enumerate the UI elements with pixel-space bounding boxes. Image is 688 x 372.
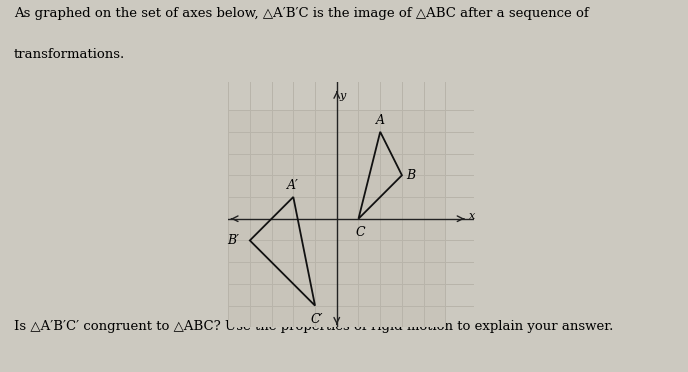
- Text: y: y: [339, 90, 345, 100]
- Bar: [228, 110, 445, 327]
- Text: As graphed on the set of axes below, △A′B′C is the image of △ABC after a sequenc: As graphed on the set of axes below, △A′…: [14, 7, 588, 20]
- Text: B: B: [407, 169, 416, 182]
- Text: Is △A′B′C′ congruent to △ABC? Use the properties of rigid motion to explain your: Is △A′B′C′ congruent to △ABC? Use the pr…: [14, 320, 613, 333]
- Text: x: x: [469, 211, 475, 221]
- Text: C: C: [356, 226, 365, 239]
- Text: transformations.: transformations.: [14, 48, 125, 61]
- Text: C′: C′: [311, 313, 323, 326]
- Text: A′: A′: [288, 179, 299, 192]
- Text: A: A: [376, 115, 385, 128]
- Text: B′: B′: [227, 234, 239, 247]
